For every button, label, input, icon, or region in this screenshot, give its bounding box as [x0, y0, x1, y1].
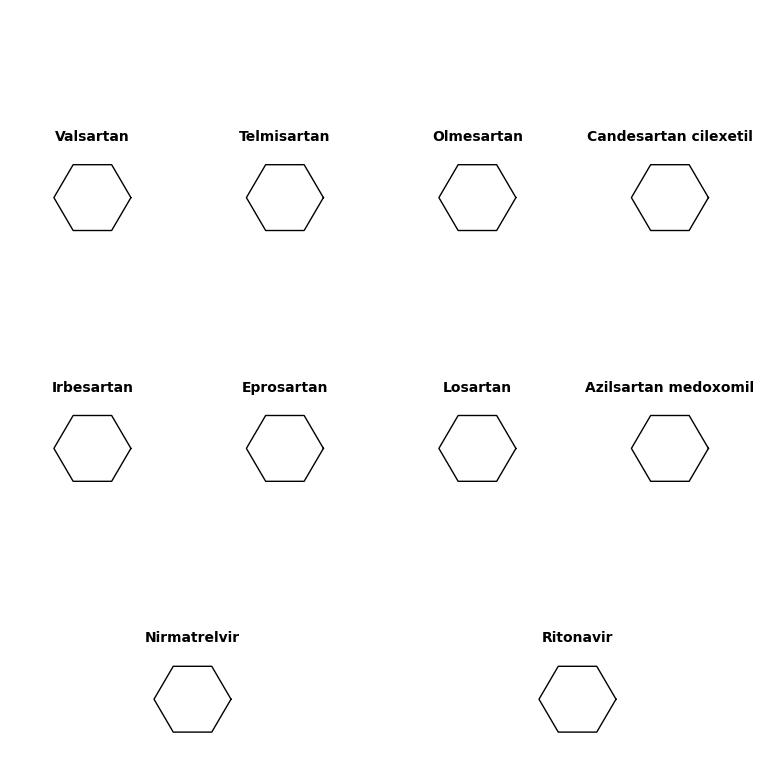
Text: Valsartan: Valsartan	[55, 130, 130, 144]
Text: Telmisartan: Telmisartan	[239, 130, 330, 144]
Text: Eprosartan: Eprosartan	[242, 381, 328, 394]
Text: Candesartan cilexetil: Candesartan cilexetil	[587, 130, 753, 144]
Text: Ritonavir: Ritonavir	[542, 632, 613, 645]
Text: Irbesartan: Irbesartan	[52, 381, 133, 394]
Text: Azilsartan medoxomil: Azilsartan medoxomil	[585, 381, 755, 394]
Text: Olmesartan: Olmesartan	[432, 130, 523, 144]
Text: Losartan: Losartan	[443, 381, 512, 394]
Text: Nirmatrelvir: Nirmatrelvir	[145, 632, 240, 645]
